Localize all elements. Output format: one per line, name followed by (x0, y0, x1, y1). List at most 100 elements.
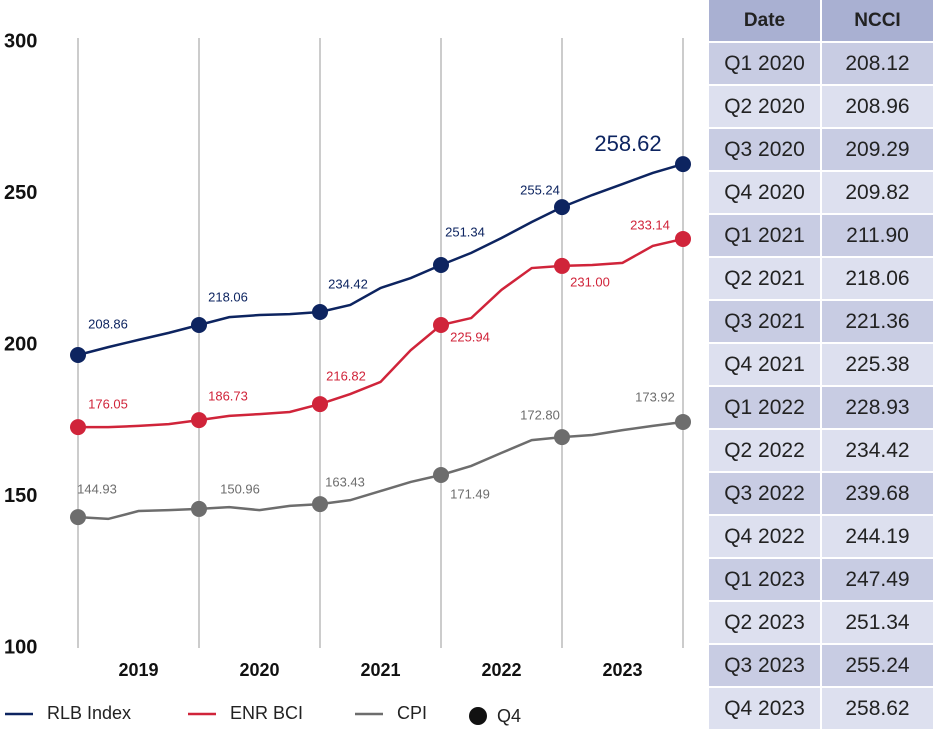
table-row: Q3 2020 209.29 (709, 129, 933, 172)
table-cell: Q4 2020 (709, 172, 820, 215)
table-row: Q2 2020 208.96 (709, 86, 933, 129)
q4-marker (433, 317, 449, 334)
table-cell: Q1 2023 (709, 559, 820, 602)
y-tick-label: 250 (4, 182, 37, 204)
series-line (78, 237, 684, 429)
header-cell: Date (709, 0, 820, 43)
legend-marker (469, 707, 487, 725)
table-cell: Q2 2020 (709, 86, 820, 129)
q4-marker (312, 496, 328, 513)
table-cell: Q2 2021 (709, 258, 820, 301)
point-label: 225.94 (450, 329, 490, 344)
point-label: 216.82 (326, 369, 366, 384)
point-label: 208.86 (88, 316, 128, 331)
table-cell: Q4 2023 (709, 688, 820, 731)
table-row: Q1 2022 228.93 (709, 387, 933, 430)
table-cell: 255.24 (822, 645, 933, 688)
q4-marker (554, 257, 570, 274)
point-label: 251.34 (445, 224, 485, 239)
legend-label: Q4 (497, 706, 521, 726)
q4-marker (675, 413, 691, 430)
x-tick-label: 2020 (239, 660, 279, 680)
point-label: 258.62 (594, 131, 661, 156)
series-line (77, 420, 684, 521)
q4-marker (70, 419, 86, 436)
table-cell: Q3 2023 (709, 645, 820, 688)
table-cell: 225.38 (822, 344, 933, 387)
header-cell: NCCI (822, 0, 933, 43)
q4-marker (675, 156, 691, 173)
table-cell: Q1 2020 (709, 43, 820, 86)
point-label: 163.43 (325, 475, 365, 490)
table-cell: Q2 2022 (709, 430, 820, 473)
table-row: Q1 2023 247.49 (709, 559, 933, 602)
table-row: Q4 2020 209.82 (709, 172, 933, 215)
table-row: Q2 2022 234.42 (709, 430, 933, 473)
legend-label: ENR BCI (230, 703, 303, 723)
table-row: Q4 2021 225.38 (709, 344, 933, 387)
q4-marker (70, 509, 86, 526)
q4-marker (554, 199, 570, 216)
q4-marker (191, 412, 207, 429)
y-tick-label: 200 (4, 333, 37, 355)
table-cell: 247.49 (822, 559, 933, 602)
x-tick-label: 2021 (360, 660, 400, 680)
table-cell: Q3 2022 (709, 473, 820, 516)
y-tick-label: 300 (4, 30, 37, 52)
point-label: 186.73 (208, 389, 248, 404)
table-row: Q2 2021 218.06 (709, 258, 933, 301)
table-cell: 228.93 (822, 387, 933, 430)
series-line (77, 162, 684, 357)
table-cell: 208.12 (822, 43, 933, 86)
q4-marker (312, 303, 328, 320)
table-row: Q3 2021 221.36 (709, 301, 933, 344)
table-cell: 209.29 (822, 129, 933, 172)
table-cell: 218.06 (822, 258, 933, 301)
y-tick-label: 150 (4, 485, 37, 507)
table-cell: Q3 2020 (709, 129, 820, 172)
point-label: 231.00 (570, 274, 610, 289)
table-row: Q3 2022 239.68 (709, 473, 933, 516)
point-label: 176.05 (88, 397, 128, 412)
point-label: 150.96 (220, 481, 260, 496)
q4-marker (191, 500, 207, 517)
legend-label: RLB Index (47, 703, 131, 723)
x-tick-label: 2022 (481, 660, 521, 680)
table-row: Q2 2023 251.34 (709, 602, 933, 645)
q4-marker (191, 317, 207, 334)
point-label: 172.80 (520, 408, 560, 423)
point-label: 144.93 (77, 482, 117, 497)
table-row: Q1 2020 208.12 (709, 43, 933, 86)
chart: 100 150 200 250 300 2019 2020 2021 2022 2023 208.8… (4, 30, 691, 726)
point-label: 173.92 (635, 389, 675, 404)
table-cell: 209.82 (822, 172, 933, 215)
x-tick-label: 2023 (602, 660, 642, 680)
q4-marker (312, 396, 328, 413)
table-cell: 211.90 (822, 215, 933, 258)
table-cell: Q4 2022 (709, 516, 820, 559)
point-label: 255.24 (520, 183, 560, 198)
table-row: Q4 2022 244.19 (709, 516, 933, 559)
q4-marker (433, 257, 449, 274)
table-cell: 258.62 (822, 688, 933, 731)
table-cell: 234.42 (822, 430, 933, 473)
q4-marker (433, 466, 449, 483)
q4-marker (675, 230, 691, 247)
table-row: Q3 2023 255.24 (709, 645, 933, 688)
table-cell: 239.68 (822, 473, 933, 516)
table-header: Date NCCI (709, 0, 933, 43)
x-tick-label: 2019 (118, 660, 158, 680)
y-tick-label: 100 (4, 636, 37, 658)
legend-label: CPI (397, 703, 427, 723)
point-label: 233.14 (630, 217, 670, 232)
point-label: 218.06 (208, 289, 248, 304)
table-cell: Q1 2022 (709, 387, 820, 430)
table-row: Q4 2023 258.62 (709, 688, 933, 731)
table-cell: 251.34 (822, 602, 933, 645)
data-table: Date NCCI Q1 2020 208.12 Q2 2020 208.96 Q3 202… (707, 0, 935, 731)
table-cell: Q1 2021 (709, 215, 820, 258)
q4-marker (70, 346, 86, 363)
table-cell: 208.96 (822, 86, 933, 129)
table-cell: 221.36 (822, 301, 933, 344)
